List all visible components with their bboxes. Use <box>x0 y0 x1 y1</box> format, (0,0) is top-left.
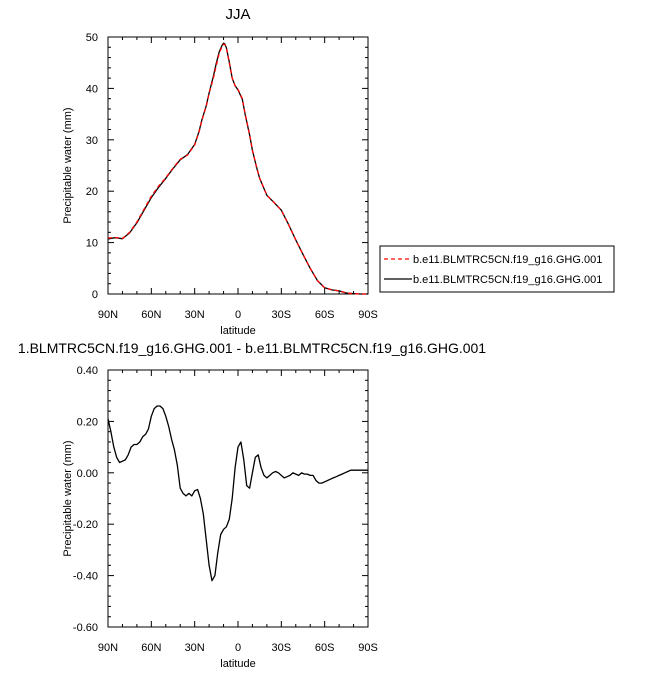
x-tick-label: 30N <box>185 642 205 654</box>
series-line <box>107 405 368 582</box>
y-tick-label: 0.40 <box>77 365 98 377</box>
y-tick-label: 50 <box>86 32 98 44</box>
y-tick-label: -0.60 <box>73 622 98 634</box>
x-tick-label: 90N <box>98 309 118 321</box>
legend-box <box>379 245 615 293</box>
y-tick-label: 20 <box>86 186 98 198</box>
y-tick-label: 0 <box>92 289 98 301</box>
x-tick-label: 60N <box>141 309 161 321</box>
y-tick-label: 10 <box>86 238 98 250</box>
y-tick-label: -0.40 <box>73 571 98 583</box>
x-tick-label: 60S <box>315 642 335 654</box>
x-tick-label: 30N <box>185 309 205 321</box>
bottom-panel: 1.BLMTRC5CN.f19_g16.GHG.001 - b.e11.BLMT… <box>18 340 486 670</box>
plot-frame <box>107 36 369 295</box>
legend-label: b.e11.BLMTRC5CN.f19_g16.GHG.001 <box>413 254 602 266</box>
x-tick-label: 0 <box>235 642 241 654</box>
legend-label: b.e11.BLMTRC5CN.f19_g16.GHG.001 <box>413 274 602 286</box>
x-tick-label: 60S <box>315 309 335 321</box>
y-tick-label: 0.00 <box>77 468 98 480</box>
x-axis-label: latitude <box>220 325 255 337</box>
y-tick-label: 0.20 <box>77 416 98 428</box>
x-tick-label: 0 <box>235 309 241 321</box>
y-tick-label: 40 <box>86 83 98 95</box>
chart-title: JJA <box>225 6 250 23</box>
x-tick-label: 90S <box>358 309 378 321</box>
x-tick-label: 90S <box>358 642 378 654</box>
x-tick-label: 90N <box>98 642 118 654</box>
y-axis-label: Precipitable water (mm) <box>62 107 74 223</box>
plot-frame <box>107 369 369 628</box>
x-tick-label: 30S <box>272 309 292 321</box>
chart-title: 1.BLMTRC5CN.f19_g16.GHG.001 - b.e11.BLMT… <box>18 340 486 356</box>
top-panel: JJA 0 10 20 30 40 50 90N 60N 30N 0 30S 60S 90S latitud… <box>62 6 615 337</box>
y-axis-label: Precipitable water (mm) <box>62 440 74 556</box>
x-axis-label: latitude <box>220 658 255 670</box>
series-line <box>107 42 368 295</box>
y-tick-label: 30 <box>86 135 98 147</box>
y-tick-label: -0.20 <box>73 519 98 531</box>
x-tick-label: 60N <box>141 642 161 654</box>
series-line <box>107 43 368 295</box>
x-tick-label: 30S <box>272 642 292 654</box>
